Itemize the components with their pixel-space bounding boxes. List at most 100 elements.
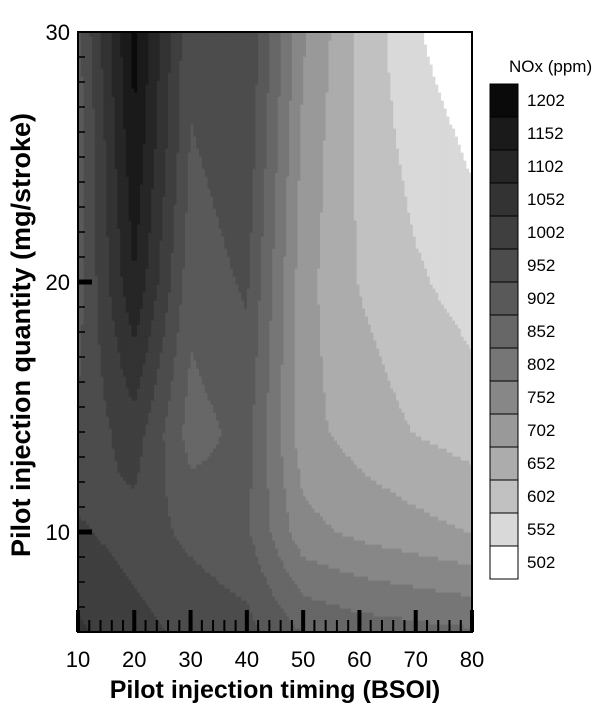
contour-cell bbox=[238, 596, 242, 601]
contour-cell bbox=[345, 584, 349, 589]
contour-cell bbox=[269, 576, 273, 581]
contour-cell bbox=[165, 592, 169, 597]
contour-cell bbox=[469, 584, 472, 589]
contour-cell bbox=[362, 572, 366, 577]
contour-cell bbox=[235, 624, 240, 629]
contour-cell bbox=[393, 608, 397, 613]
contour-cell bbox=[199, 576, 203, 581]
contour-cell bbox=[260, 612, 265, 617]
contour-cell bbox=[350, 612, 355, 617]
contour-cell bbox=[207, 576, 211, 581]
contour-cell bbox=[145, 612, 149, 617]
contour-cell bbox=[401, 624, 406, 629]
contour-cell bbox=[263, 600, 268, 605]
contour-cell bbox=[86, 580, 90, 585]
contour-cell bbox=[238, 600, 242, 605]
contour-cell bbox=[342, 592, 346, 597]
contour-cell bbox=[215, 608, 220, 613]
contour-cell bbox=[320, 592, 324, 597]
contour-cell bbox=[235, 592, 240, 597]
contour-cell bbox=[412, 604, 417, 609]
contour-cell bbox=[283, 628, 287, 632]
contour-cell bbox=[325, 604, 330, 609]
contour-cell bbox=[92, 572, 96, 577]
contour-cell bbox=[387, 604, 391, 609]
contour-cell bbox=[210, 592, 214, 597]
contour-cell bbox=[322, 616, 327, 621]
contour-cell bbox=[218, 612, 223, 617]
contour-cell bbox=[266, 628, 270, 632]
contour-cell bbox=[393, 588, 397, 593]
contour-cell bbox=[275, 596, 279, 601]
contour-cell bbox=[466, 604, 470, 609]
contour-cell bbox=[125, 592, 130, 597]
contour-cell bbox=[142, 576, 147, 581]
contour-cell bbox=[277, 616, 282, 621]
contour-cell bbox=[148, 588, 152, 593]
contour-cell bbox=[246, 604, 251, 609]
contour-cell bbox=[170, 628, 175, 632]
contour-cell bbox=[460, 620, 465, 625]
contour-cell bbox=[207, 612, 211, 617]
contour-cell bbox=[120, 612, 124, 617]
contour-cell bbox=[311, 596, 315, 601]
contour-cell bbox=[131, 576, 135, 581]
contour-cell bbox=[176, 600, 180, 605]
contour-cell bbox=[277, 628, 282, 632]
contour-cell bbox=[148, 600, 152, 605]
contour-cell bbox=[415, 580, 420, 585]
contour-cell bbox=[280, 584, 285, 589]
contour-cell bbox=[463, 608, 467, 613]
contour-cell bbox=[137, 568, 141, 573]
contour-cell bbox=[272, 604, 276, 609]
contour-cell bbox=[184, 628, 189, 632]
contour-cell bbox=[106, 612, 110, 617]
contour-cell bbox=[190, 584, 194, 589]
contour-cell bbox=[255, 616, 259, 621]
contour-cell bbox=[381, 588, 386, 593]
contour-cell bbox=[466, 620, 470, 625]
contour-cell bbox=[80, 600, 85, 605]
contour-cell bbox=[275, 612, 279, 617]
contour-cell bbox=[272, 608, 276, 613]
contour-cell bbox=[142, 572, 147, 577]
contour-cell bbox=[443, 628, 448, 632]
contour-cell bbox=[466, 592, 470, 597]
contour-cell bbox=[103, 592, 107, 597]
contour-cell bbox=[241, 628, 245, 632]
contour-cell bbox=[348, 628, 352, 632]
contour-cell bbox=[359, 600, 363, 605]
contour-cell bbox=[438, 584, 442, 589]
contour-cell bbox=[387, 580, 391, 585]
contour-cell bbox=[345, 620, 349, 625]
contour-cell bbox=[412, 600, 417, 605]
contour-cell bbox=[426, 628, 431, 632]
contour-cell bbox=[252, 572, 256, 577]
contour-cell bbox=[438, 572, 442, 577]
contour-cell bbox=[336, 604, 341, 609]
contour-cell bbox=[418, 620, 422, 625]
contour-cell bbox=[322, 604, 327, 609]
contour-cell bbox=[294, 616, 299, 621]
contour-cell bbox=[238, 592, 242, 597]
contour-cell bbox=[80, 596, 85, 601]
contour-cell bbox=[432, 596, 437, 601]
contour-cell bbox=[320, 612, 324, 617]
contour-cell bbox=[170, 568, 175, 573]
contour-cell bbox=[373, 600, 377, 605]
contour-cell bbox=[348, 616, 352, 621]
contour-cell bbox=[100, 596, 104, 601]
contour-cell bbox=[404, 628, 408, 632]
contour-cell bbox=[201, 600, 206, 605]
contour-cell bbox=[356, 584, 361, 589]
contour-cell bbox=[235, 576, 240, 581]
contour-cell bbox=[426, 580, 431, 585]
contour-cell bbox=[376, 628, 380, 632]
contour-cell bbox=[83, 604, 88, 609]
contour-cell bbox=[139, 612, 144, 617]
contour-cell bbox=[426, 620, 431, 625]
contour-cell bbox=[249, 596, 254, 601]
contour-cell bbox=[184, 592, 189, 597]
contour-cell bbox=[317, 620, 321, 625]
contour-cell bbox=[350, 608, 355, 613]
